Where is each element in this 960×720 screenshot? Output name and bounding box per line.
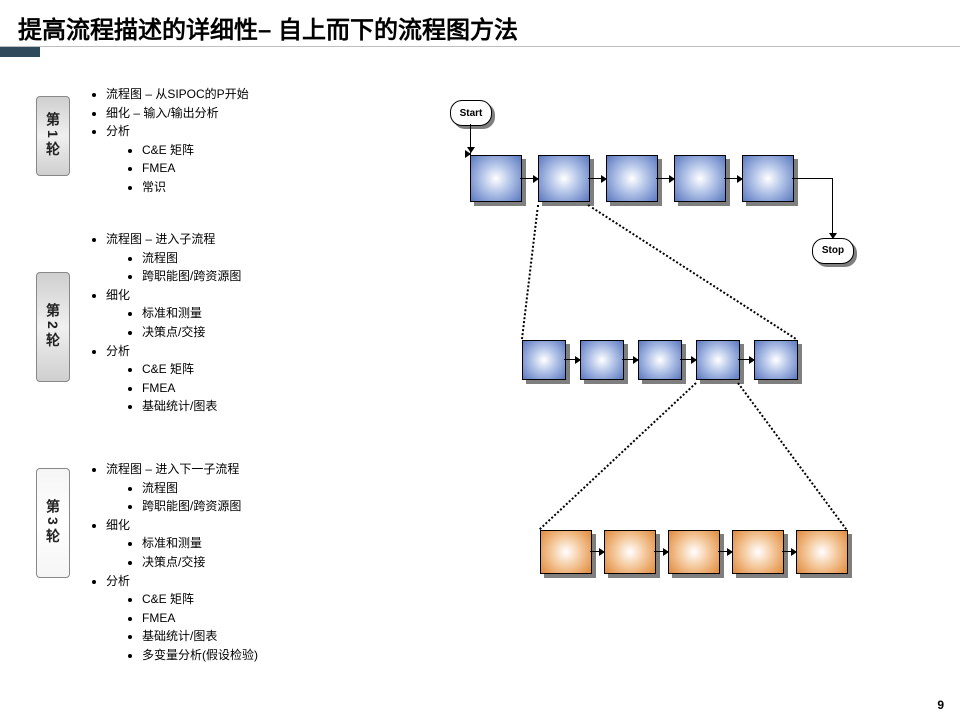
round-1-list: 流程图 – 从SIPOC的P开始细化 – 输入/输出分析分析C&E 矩阵FMEA… <box>88 85 249 197</box>
list-sub-item: 基础统计/图表 <box>142 627 258 646</box>
start-node: Start <box>450 100 492 126</box>
list-item: 分析 <box>106 122 249 141</box>
list-sub-item: 多变量分析(假设检验) <box>142 646 258 665</box>
process-box <box>606 155 658 202</box>
list-sub-item: 流程图 <box>142 249 241 268</box>
process-box <box>540 530 592 574</box>
title-rule <box>0 46 960 47</box>
list-sub-item: C&E 矩阵 <box>142 360 241 379</box>
connector <box>470 124 471 152</box>
list-sub-item: 跨职能图/跨资源图 <box>142 267 241 286</box>
process-box <box>604 530 656 574</box>
round-2-label: 第2轮 <box>36 272 70 382</box>
list-sub-item: FMEA <box>142 379 241 398</box>
list-sub-item: 跨职能图/跨资源图 <box>142 497 258 516</box>
list-sub-item: 标准和测量 <box>142 304 241 323</box>
list-sub-item: 基础统计/图表 <box>142 397 241 416</box>
list-sub-item: 流程图 <box>142 479 258 498</box>
process-box <box>538 155 590 202</box>
list-sub-item: FMEA <box>142 159 249 178</box>
round-2-list: 流程图 – 进入子流程流程图跨职能图/跨资源图细化标准和测量决策点/交接分析C&… <box>88 230 241 416</box>
process-box <box>470 155 522 202</box>
accent-block <box>0 47 40 57</box>
connector <box>622 359 638 360</box>
slide-title: 提高流程描述的详细性– 自上而下的流程图方法 <box>18 10 518 45</box>
list-item: 细化 – 输入/输出分析 <box>106 104 249 123</box>
list-item: 分析 <box>106 572 258 591</box>
process-box <box>638 340 682 380</box>
connector <box>520 178 538 179</box>
list-item: 流程图 – 从SIPOC的P开始 <box>106 85 249 104</box>
process-box <box>732 530 784 574</box>
process-box <box>742 155 794 202</box>
process-box <box>696 340 740 380</box>
process-box <box>580 340 624 380</box>
connector <box>718 551 732 552</box>
process-box <box>668 530 720 574</box>
list-item: 流程图 – 进入子流程 <box>106 230 241 249</box>
connector <box>590 551 604 552</box>
connector <box>782 551 796 552</box>
list-sub-item: 常识 <box>142 178 249 197</box>
list-item: 细化 <box>106 286 241 305</box>
connector <box>656 178 674 179</box>
list-sub-item: 决策点/交接 <box>142 323 241 342</box>
process-box <box>674 155 726 202</box>
list-sub-item: 决策点/交接 <box>142 553 258 572</box>
page-number: 9 <box>937 698 944 712</box>
connector <box>724 178 742 179</box>
connector <box>564 359 580 360</box>
round-3-label: 第3轮 <box>36 468 70 578</box>
connector <box>792 178 832 179</box>
list-item: 细化 <box>106 516 258 535</box>
connector <box>832 178 833 238</box>
flow-diagram: Start Stop <box>430 90 940 600</box>
round-1-label: 第1轮 <box>36 96 70 176</box>
process-box <box>754 340 798 380</box>
list-sub-item: C&E 矩阵 <box>142 590 258 609</box>
process-box <box>522 340 566 380</box>
slide: 提高流程描述的详细性– 自上而下的流程图方法 9 第1轮 第2轮 第3轮 流程图… <box>0 0 960 720</box>
process-box <box>796 530 848 574</box>
list-sub-item: 标准和测量 <box>142 534 258 553</box>
expansion-line <box>737 382 847 529</box>
expansion-line <box>539 382 696 529</box>
list-item: 流程图 – 进入下一子流程 <box>106 460 258 479</box>
expansion-line <box>587 204 796 340</box>
list-sub-item: FMEA <box>142 609 258 628</box>
connector <box>470 152 471 178</box>
stop-node: Stop <box>812 238 854 264</box>
list-item: 分析 <box>106 342 241 361</box>
expansion-line <box>521 205 539 339</box>
list-sub-item: C&E 矩阵 <box>142 141 249 160</box>
round-3-list: 流程图 – 进入下一子流程流程图跨职能图/跨资源图细化标准和测量决策点/交接分析… <box>88 460 258 665</box>
connector <box>588 178 606 179</box>
connector <box>680 359 696 360</box>
connector <box>738 359 754 360</box>
connector <box>654 551 668 552</box>
